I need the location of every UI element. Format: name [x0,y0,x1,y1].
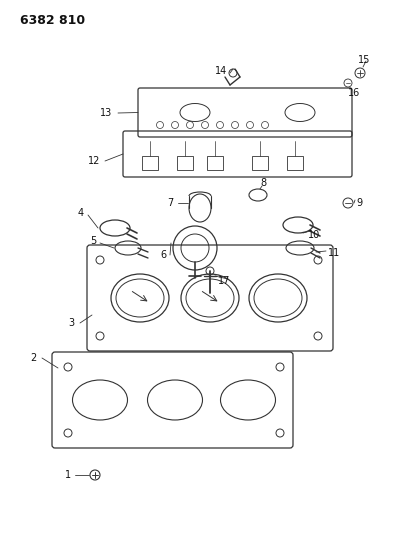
Text: 15: 15 [358,55,370,65]
Bar [177,156,193,170]
Text: 7: 7 [167,198,173,208]
Text: 8: 8 [260,178,266,188]
Text: 4: 4 [78,208,84,218]
Text: 17: 17 [218,276,231,286]
Text: 16: 16 [348,88,360,98]
Text: 2: 2 [30,353,36,363]
Text: 11: 11 [328,248,340,258]
Bar [252,156,268,170]
Text: 10: 10 [308,230,320,240]
Bar [287,156,303,170]
Text: 13: 13 [100,108,112,118]
Bar [207,156,223,170]
Text: 6: 6 [160,250,166,260]
Text: 14: 14 [215,66,227,76]
Text: 9: 9 [356,198,362,208]
Text: 5: 5 [90,236,96,246]
Text: 1: 1 [65,470,71,480]
Text: 6382 810: 6382 810 [20,13,85,27]
Bar [142,156,158,170]
Text: 12: 12 [88,156,100,166]
Text: 3: 3 [68,318,74,328]
